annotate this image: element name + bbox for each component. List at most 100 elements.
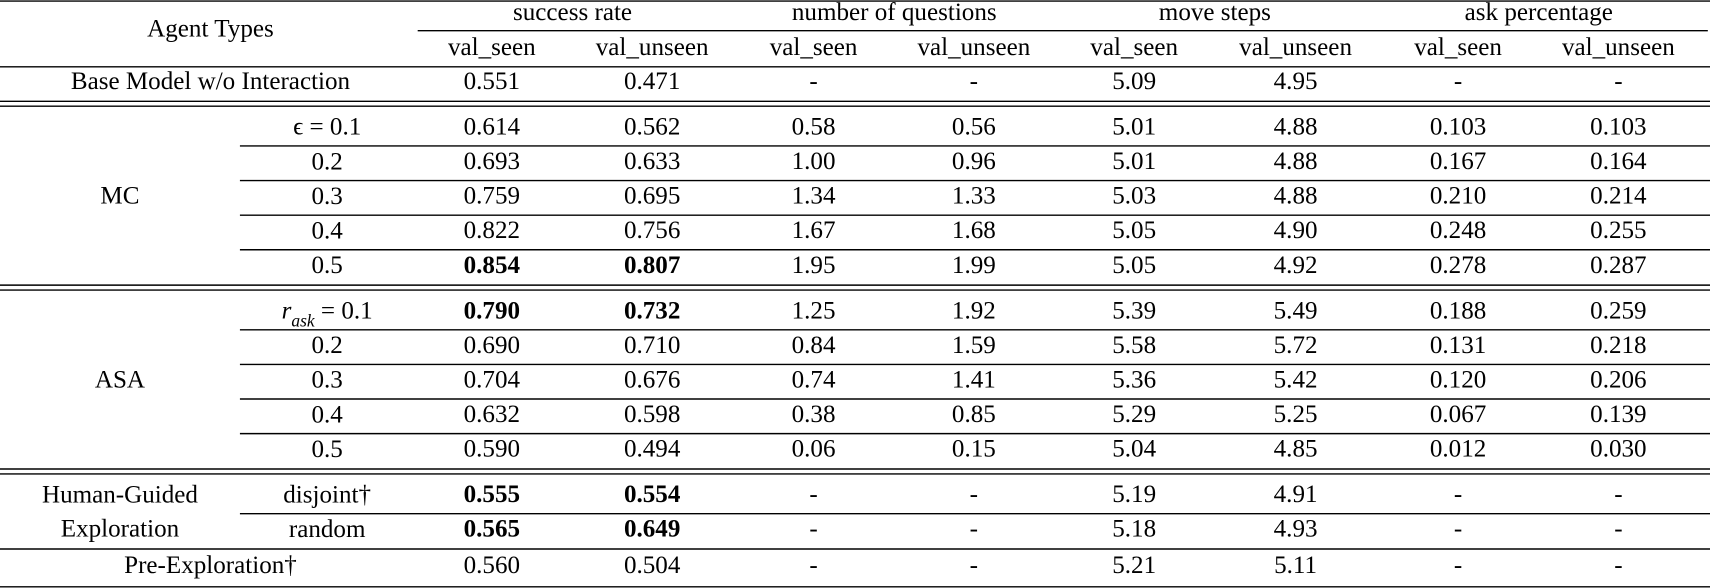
section-label: Human-Guided: [42, 481, 198, 508]
cell: 4.88: [1274, 113, 1318, 140]
cell: 5.25: [1274, 401, 1318, 428]
cell: 0.756: [624, 217, 680, 244]
cell: 0.590: [464, 436, 520, 463]
cell: -: [970, 516, 978, 543]
cell: 5.42: [1274, 366, 1318, 393]
parameter-part: 0.2: [311, 332, 342, 359]
row-parameter: 0.3: [311, 366, 342, 393]
cell: 0.854: [464, 252, 521, 279]
cell: 5.58: [1112, 332, 1156, 359]
row-parameter: 0.4: [311, 217, 343, 244]
row-parameter: 0.2: [311, 332, 342, 359]
cell: 0.259: [1590, 297, 1646, 324]
cell: 0.693: [464, 148, 520, 175]
cell: 1.25: [792, 297, 836, 324]
cell: 0.167: [1430, 148, 1486, 175]
row-parameter: 0.3: [311, 183, 342, 210]
cell: 0.103: [1430, 113, 1486, 140]
parameter-part: r: [282, 297, 292, 324]
cell: 0.690: [464, 332, 520, 359]
header-sub: val_unseen: [1562, 34, 1675, 61]
cell: 4.88: [1274, 183, 1318, 210]
parameter-part: 0.3: [311, 183, 342, 210]
cell: 0.560: [464, 552, 520, 579]
section-label: Pre-Exploration†: [124, 552, 297, 579]
parameter-part: random: [289, 516, 366, 543]
row-parameter: random: [289, 516, 366, 543]
cell: -: [970, 552, 978, 579]
section-label: ASA: [95, 366, 145, 393]
cell: 0.278: [1430, 252, 1486, 279]
cell: 1.95: [792, 252, 836, 279]
header-sub: val_seen: [1090, 34, 1178, 61]
cell: 0.287: [1590, 252, 1646, 279]
parameter-part: 0.3: [311, 366, 342, 393]
cell: 4.92: [1274, 252, 1318, 279]
parameter-part: 0.5: [311, 252, 342, 279]
cell: 1.00: [792, 148, 836, 175]
parameter-part: 0.4: [311, 217, 343, 244]
cell: 0.15: [952, 436, 996, 463]
cell: 0.562: [624, 113, 680, 140]
cell: 1.34: [792, 183, 836, 210]
cell: 5.19: [1112, 481, 1156, 508]
cell: 5.29: [1112, 401, 1156, 428]
cell: 5.49: [1274, 297, 1318, 324]
cell: 4.88: [1274, 148, 1318, 175]
header-group: success rate: [513, 0, 632, 26]
cell: 5.36: [1112, 366, 1156, 393]
cell: 0.790: [464, 297, 520, 324]
cell: 0.695: [624, 183, 680, 210]
header-group: number of questions: [792, 0, 997, 26]
cell: 1.41: [952, 366, 996, 393]
parameter-part: = 0.1: [315, 297, 373, 324]
row-parameter: 0.5: [311, 252, 342, 279]
cell: 0.649: [624, 516, 680, 543]
cell: 1.99: [952, 252, 996, 279]
header-agent-types: Agent Types: [147, 15, 274, 42]
cell: -: [1614, 552, 1622, 579]
cell: 5.72: [1274, 332, 1318, 359]
header-sub: val_unseen: [596, 34, 709, 61]
cell: 0.012: [1430, 436, 1486, 463]
parameter-part: 0.2: [311, 148, 342, 175]
cell: 0.206: [1590, 366, 1646, 393]
cell: 0.704: [464, 366, 521, 393]
cell: 1.92: [952, 297, 996, 324]
section-label: Base Model w/o Interaction: [71, 68, 351, 95]
cell: 0.030: [1590, 436, 1646, 463]
cell: 0.676: [624, 366, 680, 393]
cell: 0.84: [792, 332, 836, 359]
row-parameter: ϵ = 0.1: [293, 113, 361, 140]
cell: 0.494: [624, 436, 681, 463]
cell: 0.248: [1430, 217, 1486, 244]
cell: 0.85: [952, 401, 996, 428]
cell: 0.06: [792, 436, 836, 463]
cell: 4.91: [1274, 481, 1318, 508]
cell: 1.67: [792, 217, 836, 244]
row-parameter: rask = 0.1: [282, 297, 373, 330]
row-parameter: 0.5: [311, 436, 342, 463]
parameter-part: 0.5: [311, 436, 342, 463]
cell: -: [809, 481, 817, 508]
header-group: ask percentage: [1465, 0, 1613, 26]
cell: 4.85: [1274, 436, 1318, 463]
cell: 4.90: [1274, 217, 1318, 244]
parameter-part: ϵ = 0.1: [293, 113, 361, 140]
cell: 0.551: [464, 68, 520, 95]
cell: 0.218: [1590, 332, 1646, 359]
cell: 0.067: [1430, 401, 1486, 428]
parameter-part: ask: [291, 311, 315, 331]
header-sub: val_seen: [1414, 34, 1502, 61]
cell: 0.732: [624, 297, 680, 324]
section-label: MC: [100, 183, 139, 210]
cell: 0.164: [1590, 148, 1647, 175]
cell: 1.68: [952, 217, 996, 244]
cell: -: [1454, 552, 1462, 579]
cell: 0.633: [624, 148, 680, 175]
cell: 5.01: [1112, 148, 1156, 175]
cell: 0.56: [952, 113, 996, 140]
row-parameter: 0.2: [311, 148, 342, 175]
row-parameter: 0.4: [311, 401, 343, 428]
